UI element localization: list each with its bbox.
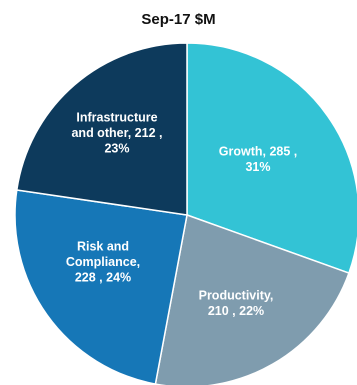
slice-label-3: Infrastructure and other, 212 , 23% bbox=[71, 111, 162, 156]
pie-slice-1 bbox=[154, 213, 350, 385]
slice-label-line: 31% bbox=[245, 160, 270, 174]
slice-label-2: Risk and Compliance, 228 , 24% bbox=[66, 240, 140, 285]
pie-slice-2 bbox=[14, 189, 188, 385]
slice-label-line: Growth, 285 , bbox=[219, 144, 298, 158]
pie-slice-3 bbox=[15, 42, 188, 216]
slice-label-line: 228 , 24% bbox=[75, 271, 131, 285]
slice-label-line: and other, 212 , bbox=[71, 126, 162, 140]
slice-label-0: Growth, 285 , 31% bbox=[219, 144, 298, 174]
pie-slice-0 bbox=[186, 42, 357, 275]
slice-label-line: Compliance, bbox=[66, 255, 140, 269]
slice-label-line: Risk and bbox=[77, 240, 129, 254]
pie-labels: Growth, 285 , 31% Productivity, 210 , 22% Ri… bbox=[66, 111, 297, 318]
slice-label-line: Productivity, bbox=[199, 288, 274, 302]
slice-label-line: Infrastructure bbox=[76, 111, 157, 125]
slice-label-line: 210 , 22% bbox=[208, 304, 264, 318]
pie-slices bbox=[14, 42, 357, 385]
slice-label-1: Productivity, 210 , 22% bbox=[199, 288, 274, 318]
chart-title: Sep-17 $M bbox=[141, 11, 216, 28]
slice-label-line: 23% bbox=[104, 142, 129, 156]
